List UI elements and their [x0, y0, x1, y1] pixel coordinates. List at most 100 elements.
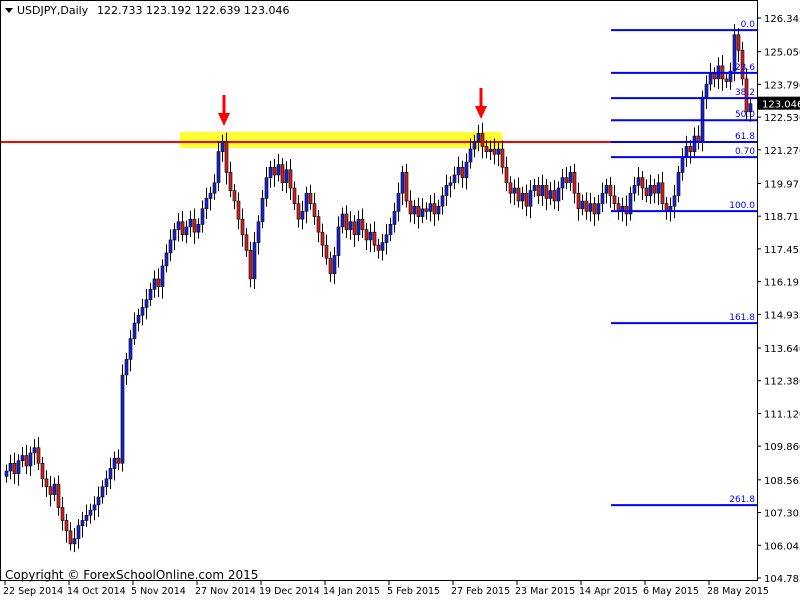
candle-bearish — [644, 187, 649, 197]
candle-bullish — [548, 190, 553, 199]
candle-bearish — [576, 192, 581, 210]
candle-bearish — [624, 205, 629, 215]
candle-bullish — [568, 172, 573, 184]
candle-bullish — [340, 213, 345, 228]
y-tick-label: 117.455 — [764, 245, 800, 256]
candle-bearish — [460, 166, 465, 178]
candle-bullish — [520, 192, 525, 202]
fib-level-label: 261.8 — [729, 495, 755, 505]
candle-bullish — [148, 288, 153, 300]
candle-bullish — [216, 151, 221, 184]
x-tick-label: 5 Feb 2015 — [387, 586, 440, 597]
x-tick-label: 27 Feb 2015 — [451, 586, 510, 597]
y-tick-label: 123.790 — [764, 80, 800, 91]
candle-bearish — [312, 203, 317, 217]
y-tick-label: 104.785 — [764, 574, 800, 585]
candle-bullish — [200, 208, 205, 225]
candle-bullish — [28, 452, 33, 467]
candle-bullish — [80, 520, 85, 526]
resistance-zone — [180, 131, 502, 148]
candle-bullish — [348, 221, 353, 230]
candle-bullish — [680, 156, 685, 173]
candle-bearish — [652, 185, 657, 194]
x-tick-label: 14 Jan 2015 — [323, 586, 380, 597]
candle-bullish — [132, 322, 137, 339]
candle-bearish — [64, 520, 69, 532]
y-tick-label: 112.380 — [764, 377, 800, 388]
candle-bullish — [332, 255, 337, 275]
candle-bearish — [364, 229, 369, 241]
candle-bullish — [88, 509, 93, 516]
candle-bearish — [344, 213, 349, 230]
x-tick-label: 19 Dec 2014 — [259, 586, 320, 597]
candle-bullish — [704, 83, 709, 98]
candle-bullish — [304, 192, 309, 212]
candle-bullish — [252, 242, 257, 280]
y-tick-label: 109.860 — [764, 442, 800, 453]
fib-level-label: 23.6 — [735, 63, 755, 73]
candle-bearish — [360, 218, 365, 230]
candle-bearish — [500, 148, 505, 168]
candle-bullish — [380, 242, 385, 251]
chart-header-ohlc: 122.733 123.192 122.639 123.046 — [97, 4, 289, 17]
candle-bullish — [596, 203, 601, 215]
candle-bearish — [24, 455, 29, 467]
candle-bullish — [4, 470, 9, 477]
candle-bullish — [84, 514, 89, 521]
candle-bearish — [68, 530, 73, 545]
y-tick-label: 113.640 — [764, 344, 800, 355]
x-tick-label: 28 May 2015 — [707, 586, 769, 597]
candle-bullish — [188, 218, 193, 228]
candle-bearish — [44, 478, 49, 488]
candle-bullish — [684, 146, 689, 158]
candle-bullish — [452, 174, 457, 184]
candle-bullish — [732, 34, 737, 72]
candle-bullish — [32, 447, 37, 454]
candle-bearish — [592, 203, 597, 215]
candle-bearish — [324, 244, 329, 259]
candle-bullish — [556, 187, 561, 202]
candle-bearish — [296, 203, 301, 220]
candle-bearish — [48, 486, 53, 495]
candle-bullish — [448, 182, 453, 186]
current-price-label: 123.046 — [762, 100, 800, 111]
candle-bullish — [540, 185, 545, 197]
candle-bearish — [484, 146, 489, 152]
down-arrow-icon — [475, 106, 487, 119]
candle-bullish — [648, 185, 653, 197]
candle-bullish — [456, 166, 461, 176]
candle-bullish — [428, 203, 433, 212]
candle-bearish — [740, 50, 745, 80]
fib-level-label: 50.0 — [735, 110, 755, 120]
x-tick-label: 27 Nov 2014 — [195, 586, 256, 597]
candle-bullish — [472, 140, 477, 150]
candle-bullish — [184, 226, 189, 236]
candle-bearish — [56, 483, 61, 508]
candle-bearish — [288, 169, 293, 189]
candle-bearish — [232, 190, 237, 202]
y-tick-label: 121.270 — [764, 146, 800, 157]
candle-bearish — [536, 185, 541, 197]
candle-bearish — [116, 457, 121, 464]
candle-bearish — [432, 203, 437, 215]
collapse-triangle-icon[interactable] — [5, 8, 13, 13]
candle-bearish — [724, 78, 729, 82]
candle-bearish — [552, 190, 557, 202]
candle-bullish — [276, 164, 281, 176]
candle-bullish — [384, 234, 389, 243]
candle-bullish — [412, 205, 417, 215]
candle-bullish — [728, 70, 733, 82]
candle-bullish — [20, 455, 25, 462]
candle-bullish — [496, 148, 501, 155]
y-tick-label: 118.715 — [764, 212, 800, 223]
candle-bullish — [700, 96, 705, 142]
candle-bullish — [120, 374, 125, 464]
candle-bullish — [140, 307, 145, 316]
candle-bullish — [208, 192, 213, 199]
copyright-text: Copyright © ForexSchoolOnline.com 2015 — [5, 568, 258, 582]
chart-header-symbol: USDJPY,Daily — [17, 4, 89, 17]
fib-level-label: 0.0 — [741, 20, 756, 30]
candle-bullish — [692, 135, 697, 152]
candle-bearish — [544, 185, 549, 199]
